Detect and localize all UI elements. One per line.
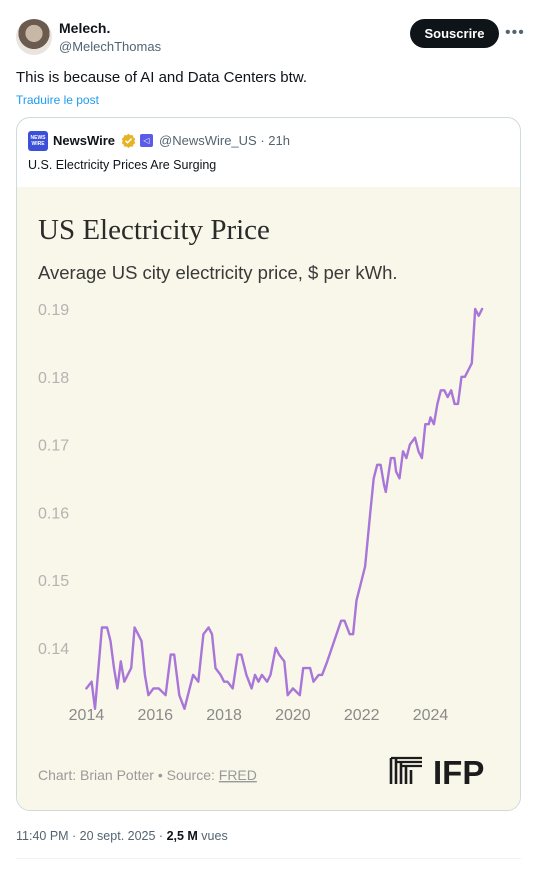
author-name[interactable]: Melech. (59, 20, 111, 36)
subscribe-button[interactable]: Souscrire (410, 19, 499, 48)
x-tick-label: 2020 (275, 707, 311, 724)
quoted-handle-time[interactable]: @NewsWire_US · 21h (159, 133, 290, 148)
y-tick-label: 0.18 (38, 370, 69, 387)
translate-link[interactable]: Traduire le post (16, 93, 99, 107)
quoted-text: U.S. Electricity Prices Are Surging (28, 158, 217, 172)
logo-text-top: NEWS (30, 135, 46, 141)
x-tick-label: 2024 (413, 707, 449, 724)
y-tick-label: 0.19 (38, 302, 69, 319)
ifp-logo-icon: IFP (389, 754, 484, 791)
chart-subtitle: Average US city electricity price, $ per… (38, 262, 398, 283)
chart-source: Chart: Brian Potter • Source: FRED (38, 767, 257, 783)
affiliate-badge-icon: ◁ (140, 134, 153, 147)
brand-text: IFP (433, 754, 484, 791)
quoted-author-name[interactable]: NewsWire (53, 133, 116, 148)
x-tick-label: 2016 (137, 707, 173, 724)
views-count: 2,5 M (166, 829, 198, 843)
x-tick-label: 2018 (206, 707, 242, 724)
y-tick-label: 0.16 (38, 505, 69, 522)
y-tick-label: 0.15 (38, 573, 69, 590)
x-tick-label: 2014 (69, 707, 105, 724)
newswire-logo-icon[interactable]: NEWS WIRE (28, 131, 48, 151)
avatar[interactable] (16, 19, 52, 55)
y-tick-label: 0.17 (38, 438, 69, 455)
logo-text-bottom: WIRE (31, 141, 45, 147)
quoted-post[interactable]: NEWS WIRE NewsWire ◁ @NewsWire_US · 21h … (16, 117, 521, 811)
divider (16, 858, 521, 859)
post-meta: 11:40 PM · 20 sept. 2025 · 2,5 M vues (16, 829, 228, 843)
source-link: FRED (219, 767, 257, 783)
chart-title: US Electricity Price (38, 214, 270, 246)
x-tick-label: 2022 (344, 707, 380, 724)
views-label: vues (197, 829, 228, 843)
verified-badge-icon (121, 133, 136, 148)
post-text: This is because of AI and Data Centers b… (16, 69, 307, 86)
series-line (85, 307, 484, 710)
author-handle[interactable]: @MelechThomas (59, 39, 162, 54)
line-chart: US Electricity Price Average US city ele… (38, 214, 484, 791)
source-prefix: Chart: Brian Potter • Source: (38, 767, 219, 783)
more-horizontal-icon[interactable]: ••• (505, 24, 525, 41)
chart-image[interactable]: US Electricity Price Average US city ele… (17, 187, 520, 810)
post-timestamp[interactable]: 11:40 PM · 20 sept. 2025 · (16, 829, 167, 843)
y-tick-label: 0.14 (38, 641, 69, 658)
